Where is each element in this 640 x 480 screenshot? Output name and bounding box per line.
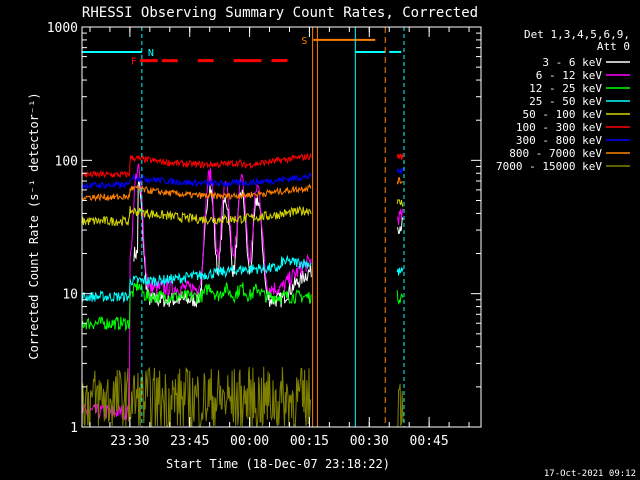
x-axis-label: Start Time (18-Dec-07 23:18:22): [166, 457, 390, 471]
footer-date: 17-Oct-2021 09:12: [544, 469, 636, 479]
axes-frame: [81, 26, 482, 428]
series-line-1-1: [396, 208, 404, 225]
y-tick-label: 1: [70, 421, 78, 436]
y-tick-label: 10: [62, 288, 78, 303]
legend-title-line: Det 1,3,4,5,6,9,: [524, 28, 630, 41]
series-line-4-0: [82, 205, 312, 226]
x-tick-label: 23:30: [110, 434, 149, 449]
legend-label: 800 - 7000 keV: [509, 147, 602, 160]
x-tick-label: 00:30: [350, 434, 389, 449]
series-line-8-1: [397, 383, 404, 427]
legend-label: 3 - 6 keV: [542, 56, 602, 69]
flag-label-n: N: [148, 48, 154, 59]
series-line-6-0: [82, 172, 312, 190]
series-line-6-1: [396, 166, 404, 175]
series-line-4-1: [396, 199, 404, 207]
y-tick-label: 1000: [47, 21, 78, 36]
legend-label: 12 - 25 keV: [529, 82, 602, 95]
series-line-3-0: [82, 254, 312, 304]
axes: 1 10 100 1000 23:30 23:45 00:00 00:15 00:30 00:45: [47, 21, 482, 449]
legend-label: 6 - 12 keV: [536, 69, 603, 82]
series-line-7-1: [396, 176, 404, 185]
x-tick-label: 00:00: [230, 434, 269, 449]
series-line-1-0: [82, 163, 312, 420]
series-line-3-1: [396, 267, 404, 276]
series-line-8-0: [82, 366, 312, 427]
series-line-5-0: [82, 152, 312, 179]
y-tick-label: 100: [55, 154, 78, 169]
series-line-0-1: [396, 217, 404, 235]
legend-label: 300 - 800 keV: [516, 134, 602, 147]
series-line-7-0: [82, 183, 312, 203]
legend-label: 100 - 300 keV: [516, 121, 602, 134]
legend-title-line: Att 0: [597, 40, 630, 53]
x-tick-label: 23:45: [170, 434, 209, 449]
y-axis-label: Corrected Count Rate (s⁻¹ detector⁻¹): [27, 92, 41, 359]
chart-title: RHESSI Observing Summary Count Rates, Co…: [82, 5, 478, 21]
x-tick-label: 00:15: [290, 434, 329, 449]
legend-label: 50 - 100 keV: [523, 108, 603, 121]
x-tick-label: 00:45: [410, 434, 449, 449]
legend-label: 7000 - 15000 keV: [496, 160, 602, 173]
series-line-5-1: [396, 153, 404, 160]
series-line-2-1: [396, 290, 404, 306]
plot-area: NF S: [82, 27, 405, 427]
series-line-2-0: [82, 280, 312, 332]
flag-label-s: S: [301, 36, 307, 47]
flag-label-f: F: [131, 57, 137, 68]
legend-label: 25 - 50 keV: [529, 95, 602, 108]
